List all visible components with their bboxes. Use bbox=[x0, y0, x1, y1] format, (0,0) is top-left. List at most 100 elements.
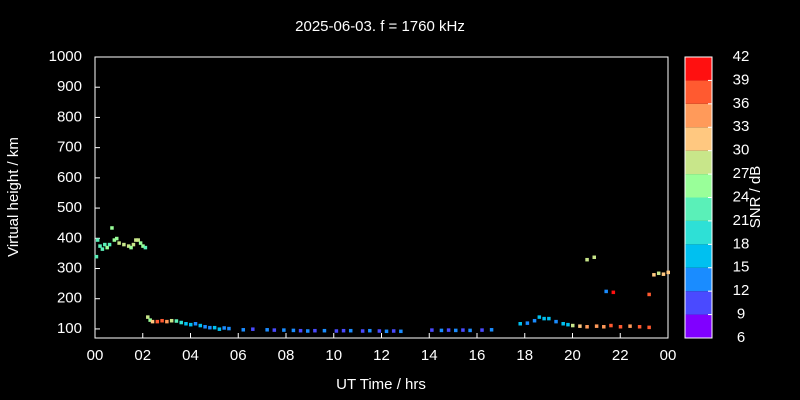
colorbar-tick-label: 21 bbox=[733, 212, 750, 229]
x-tick-label: 10 bbox=[325, 347, 342, 364]
plot-frame bbox=[94, 56, 669, 339]
colorbar-band bbox=[685, 314, 712, 338]
x-tick-label: 08 bbox=[278, 347, 295, 364]
data-point bbox=[602, 325, 606, 329]
data-point bbox=[105, 245, 109, 250]
chart-title: 2025-06-03. f = 1760 kHz bbox=[295, 18, 465, 35]
data-point bbox=[122, 242, 126, 247]
data-point bbox=[126, 244, 131, 248]
data-point bbox=[98, 244, 102, 248]
x-tick-label: 14 bbox=[421, 347, 438, 364]
data-point bbox=[217, 327, 222, 331]
data-point bbox=[150, 319, 155, 324]
data-point bbox=[525, 321, 530, 325]
data-point bbox=[291, 328, 296, 333]
x-tick-label: 00 bbox=[87, 347, 104, 364]
data-point bbox=[360, 329, 365, 333]
colorbar-tick-label: 42 bbox=[733, 48, 750, 65]
data-point bbox=[666, 270, 670, 275]
data-point bbox=[585, 325, 589, 329]
data-point bbox=[368, 328, 372, 333]
data-point bbox=[222, 326, 226, 330]
data-point bbox=[112, 238, 117, 242]
data-point bbox=[138, 241, 143, 245]
data-point bbox=[241, 328, 246, 332]
data-point bbox=[618, 325, 623, 329]
data-point bbox=[143, 245, 148, 250]
x-tick-label: 02 bbox=[134, 347, 151, 364]
data-point bbox=[399, 329, 403, 334]
y-tick-label: 600 bbox=[57, 169, 82, 186]
x-tick-label: 22 bbox=[612, 347, 629, 364]
data-point bbox=[95, 238, 100, 242]
data-point bbox=[489, 328, 494, 332]
data-point bbox=[203, 325, 207, 329]
y-tick-label: 400 bbox=[57, 229, 82, 246]
data-point bbox=[141, 244, 145, 248]
data-point bbox=[446, 328, 451, 332]
colorbar-band bbox=[685, 103, 712, 128]
y-tick-label: 900 bbox=[57, 78, 82, 95]
data-point bbox=[585, 257, 589, 262]
data-point bbox=[384, 329, 389, 334]
y-tick-label: 700 bbox=[57, 139, 82, 156]
colorbar-band bbox=[685, 57, 712, 81]
colorbar-band bbox=[685, 267, 712, 292]
colorbar-band bbox=[685, 150, 712, 175]
data-point bbox=[537, 315, 542, 319]
data-point bbox=[341, 328, 346, 333]
data-point bbox=[117, 241, 121, 245]
data-point bbox=[611, 290, 616, 295]
colorbar-tick-label: 27 bbox=[733, 165, 750, 182]
x-tick-label: 04 bbox=[182, 347, 199, 364]
x-axis-label: UT Time / hrs bbox=[336, 376, 426, 393]
data-point bbox=[134, 238, 138, 242]
y-tick-label: 500 bbox=[57, 199, 82, 216]
data-point bbox=[430, 328, 434, 332]
y-tick-label: 200 bbox=[57, 290, 82, 307]
data-point bbox=[272, 328, 277, 332]
data-point bbox=[160, 318, 164, 323]
colorbar-tick-label: 18 bbox=[733, 235, 750, 252]
colorbar-band bbox=[685, 174, 712, 198]
data-point bbox=[198, 323, 203, 328]
y-tick-label: 1000 bbox=[49, 48, 82, 65]
y-axis-label: Virtual height / km bbox=[5, 137, 22, 257]
data-point bbox=[313, 328, 317, 333]
colorbar-tick-label: 12 bbox=[733, 282, 750, 299]
data-point bbox=[189, 322, 193, 327]
data-point bbox=[542, 316, 546, 321]
data-point bbox=[184, 321, 188, 326]
x-tick-label: 20 bbox=[564, 347, 581, 364]
data-point bbox=[637, 325, 642, 329]
x-tick-label: 12 bbox=[373, 347, 390, 364]
x-tick-label: 18 bbox=[516, 347, 533, 364]
data-point bbox=[609, 323, 613, 328]
colorbar-label: SNR / dB bbox=[747, 166, 764, 229]
data-point bbox=[661, 272, 666, 276]
data-point bbox=[131, 242, 136, 247]
data-point bbox=[391, 329, 396, 333]
data-point bbox=[212, 325, 217, 330]
data-point bbox=[107, 242, 112, 247]
data-point bbox=[566, 322, 570, 327]
data-point bbox=[439, 328, 444, 333]
data-point bbox=[136, 238, 140, 242]
data-point bbox=[554, 319, 558, 324]
data-point bbox=[571, 323, 575, 328]
colorbar-tick-label: 36 bbox=[733, 95, 750, 112]
data-point bbox=[377, 329, 382, 333]
colorbar-tick-label: 39 bbox=[733, 71, 750, 88]
data-point bbox=[547, 316, 551, 321]
data-point bbox=[94, 254, 99, 259]
x-tick-label: 16 bbox=[469, 347, 486, 364]
data-point bbox=[561, 321, 565, 326]
colorbar-tick-label: 33 bbox=[733, 118, 750, 135]
data-point bbox=[179, 320, 183, 325]
y-tick-label: 100 bbox=[57, 320, 82, 337]
data-point bbox=[647, 292, 651, 297]
y-tick-label: 300 bbox=[57, 259, 82, 276]
colorbar-tick-label: 15 bbox=[733, 259, 750, 276]
data-point bbox=[348, 328, 353, 333]
